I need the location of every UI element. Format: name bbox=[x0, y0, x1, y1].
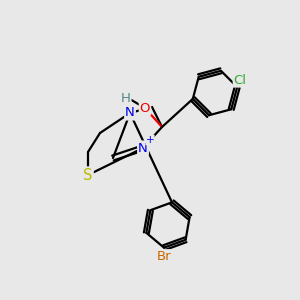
Text: N: N bbox=[138, 142, 148, 154]
Text: S: S bbox=[83, 167, 93, 182]
Text: Br: Br bbox=[157, 250, 171, 263]
Text: O: O bbox=[140, 101, 150, 115]
Text: N: N bbox=[125, 106, 135, 119]
Text: Cl: Cl bbox=[234, 74, 247, 86]
Text: H: H bbox=[121, 92, 131, 104]
Text: +: + bbox=[146, 135, 154, 145]
